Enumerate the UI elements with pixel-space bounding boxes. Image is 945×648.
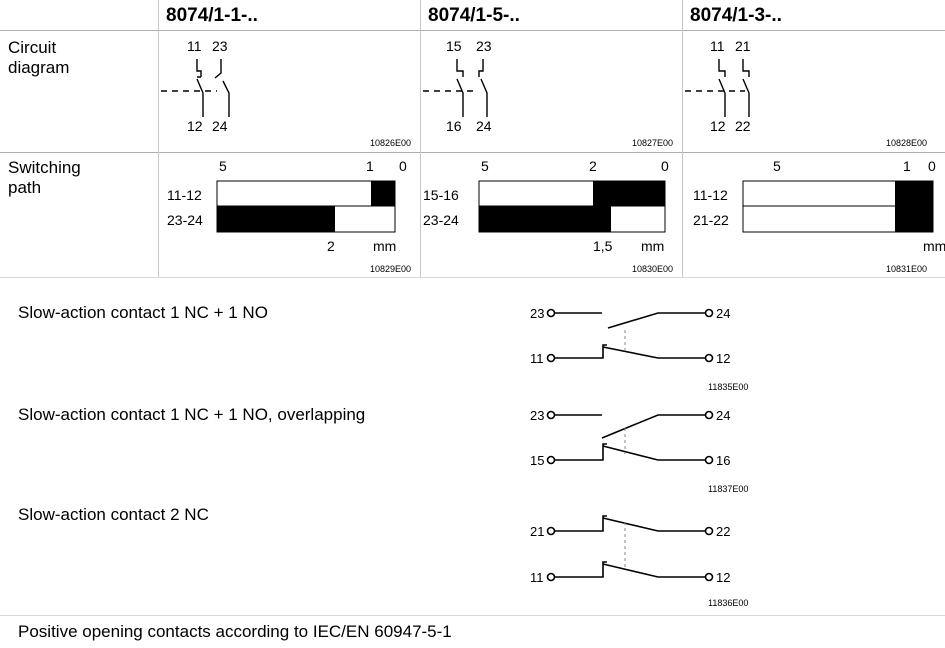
column-header-1: 8074/1-1-.. <box>166 5 258 26</box>
terminal-bot-a: 12 <box>187 118 203 134</box>
terminal-right-bottom: 12 <box>716 570 730 585</box>
contact-title-2: Slow-action contact 1 NC + 1 NO, overlap… <box>18 405 366 424</box>
tick-0: 0 <box>928 158 936 174</box>
contact-title-3: Slow-action contact 2 NC <box>18 505 209 524</box>
table-bottom-rule <box>0 277 945 278</box>
column-header-2: 8074/1-5-.. <box>428 5 520 26</box>
contact-title-1: Slow-action contact 1 NC + 1 NO <box>18 303 268 322</box>
contact-symbol-2: 23 15 24 16 11837E00 <box>530 408 748 494</box>
path-bar-fill <box>895 181 933 232</box>
path-label-2: 23-24 <box>167 212 203 228</box>
row-label-circuit-line2: diagram <box>8 58 70 77</box>
switching-path-3: 5 1 0 11-12 21-22 mm 10831E00 <box>693 158 945 274</box>
drawing-code: 11837E00 <box>708 484 748 494</box>
path-label-2: 23-24 <box>423 212 459 228</box>
row-label-circuit-line1: Circuit <box>8 38 57 57</box>
terminal-top-b: 23 <box>212 38 228 54</box>
switching-path-2: 5 2 0 15-16 23-24 1,5 mm 10830E00 <box>423 158 673 274</box>
terminal-top-b: 21 <box>735 38 751 54</box>
row-label-switching-line1: Switching <box>8 158 81 177</box>
tick-5: 5 <box>219 158 227 174</box>
column-header-3: 8074/1-3-.. <box>690 5 782 26</box>
col-divider-3 <box>682 0 683 277</box>
overlapping-symbol <box>423 59 488 117</box>
terminal-left-top: 23 <box>530 306 544 321</box>
tick-1: 1 <box>903 158 911 174</box>
path-bar-2-fill <box>217 206 335 232</box>
terminal-bot-b: 24 <box>476 118 492 134</box>
path-bar-1-fill <box>593 181 665 206</box>
footer-note: Positive opening contacts according to I… <box>18 622 452 641</box>
row-rule <box>0 152 945 153</box>
tick-5: 5 <box>481 158 489 174</box>
drawing-code: 10829E00 <box>370 264 411 274</box>
unit-label: mm <box>373 238 396 254</box>
unit-label: mm <box>641 238 664 254</box>
drawing-code: 10831E00 <box>886 264 927 274</box>
contact-symbol-1: 23 11 24 12 11835E00 <box>530 306 748 392</box>
drawing-code: 10827E00 <box>632 138 673 148</box>
tick-5: 5 <box>773 158 781 174</box>
terminal-right-top: 22 <box>716 524 730 539</box>
row-label-circuit: Circuit diagram <box>8 38 69 78</box>
unit-label: mm <box>923 238 945 254</box>
tick-2: 2 <box>589 158 597 174</box>
tick-0: 0 <box>399 158 407 174</box>
path-bar-2-fill <box>479 206 611 232</box>
col-divider-2 <box>420 0 421 277</box>
terminal-top-a: 11 <box>710 38 725 54</box>
row-label-switching-line2: path <box>8 178 42 197</box>
tick-0: 0 <box>661 158 669 174</box>
col-divider-1 <box>158 0 159 277</box>
drawing-code: 10828E00 <box>886 138 927 148</box>
terminal-left-bottom: 11 <box>530 570 544 585</box>
bottom-value: 1,5 <box>593 238 613 254</box>
row-label-switching: Switching path <box>8 158 81 198</box>
terminal-top-a: 11 <box>187 38 202 54</box>
terminal-right-top: 24 <box>716 408 730 423</box>
terminal-bot-a: 12 <box>710 118 726 134</box>
terminal-right-bottom: 12 <box>716 351 730 366</box>
terminal-right-bottom: 16 <box>716 453 730 468</box>
terminal-left-top: 21 <box>530 524 544 539</box>
circuit-diagram-2: 15 23 16 24 10827E00 <box>423 38 673 148</box>
path-label-1: 15-16 <box>423 187 459 203</box>
terminal-left-top: 23 <box>530 408 544 423</box>
terminal-top-a: 15 <box>446 38 462 54</box>
path-bar-1 <box>216 180 396 207</box>
circuit-diagram-1: 11 23 12 24 10826E00 <box>161 38 411 148</box>
bottom-value: 2 <box>327 238 335 254</box>
contact-symbol-3: 21 11 22 12 11836E00 <box>530 515 748 608</box>
path-label-2: 21-22 <box>693 212 729 228</box>
path-label-1: 11-12 <box>167 187 202 203</box>
circuit-diagram-3: 11 21 12 22 10828E00 <box>685 38 927 148</box>
path-label-1: 11-12 <box>693 187 728 203</box>
terminal-bot-a: 16 <box>446 118 462 134</box>
header-rule <box>0 30 945 31</box>
drawing-code: 11836E00 <box>708 598 748 608</box>
switching-path-1: 5 1 0 11-12 23-24 2 mm 10829E00 <box>167 158 411 274</box>
drawing-code: 10826E00 <box>370 138 411 148</box>
nc-no-symbol <box>161 59 230 117</box>
terminal-bot-b: 24 <box>212 118 228 134</box>
terminal-top-b: 23 <box>476 38 492 54</box>
terminal-right-top: 24 <box>716 306 730 321</box>
tick-1: 1 <box>366 158 374 174</box>
terminal-bot-b: 22 <box>735 118 751 134</box>
terminal-left-bottom: 15 <box>530 453 544 468</box>
two-nc-symbol <box>685 59 750 117</box>
footer-rule <box>0 615 945 616</box>
path-bar-1-fill <box>371 181 395 206</box>
drawing-code: 10830E00 <box>632 264 673 274</box>
drawing-code: 11835E00 <box>708 382 748 392</box>
terminal-left-bottom: 11 <box>530 351 544 366</box>
